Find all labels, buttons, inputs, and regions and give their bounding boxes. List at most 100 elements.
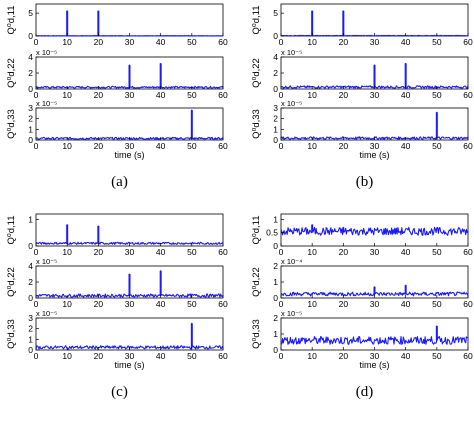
y-tick-label: 1: [273, 124, 278, 134]
x-axis-label: time (s): [115, 360, 145, 370]
y-axis-label: Q⁰d,22: [251, 58, 262, 88]
y-tick-label: 1: [273, 277, 278, 287]
y-axis-label: Q⁰d,11: [251, 6, 262, 35]
y-tick-label: 0: [28, 31, 33, 41]
x-tick-label: 40: [401, 141, 411, 151]
x-tick-label: 10: [307, 141, 317, 151]
y-tick-label: 5: [273, 8, 278, 18]
y-axis-label: Q⁰d,22: [251, 267, 262, 297]
x-tick-label: 10: [62, 299, 72, 309]
y-tick-label: 4: [28, 52, 33, 62]
y-axis-label: Q⁰d,11: [6, 216, 17, 245]
x-tick-label: 0: [34, 299, 39, 309]
y-tick-label: 1: [28, 214, 33, 224]
x-tick-label: 50: [432, 37, 442, 47]
x-tick-label: 30: [125, 141, 135, 151]
axis-exponent: x 10⁻⁴: [281, 257, 302, 266]
x-tick-label: 60: [218, 90, 228, 100]
y-tick-label: 0: [28, 293, 33, 303]
x-tick-label: 60: [218, 37, 228, 47]
x-tick-label: 0: [279, 247, 284, 257]
panel-caption: (c): [111, 384, 128, 400]
series-line: [280, 224, 469, 236]
axes-box: [35, 213, 224, 247]
y-tick-label: 0: [273, 84, 278, 94]
y-tick-label: 2: [28, 68, 33, 78]
x-tick-label: 30: [370, 247, 380, 257]
axis-exponent: x 10⁻⁵: [36, 309, 57, 318]
x-tick-label: 0: [279, 37, 284, 47]
y-tick-label: 2: [273, 313, 278, 323]
x-tick-label: 40: [156, 37, 166, 47]
y-tick-label: 0: [28, 84, 33, 94]
x-tick-label: 20: [94, 37, 104, 47]
x-tick-label: 30: [370, 37, 380, 47]
y-axis-label: Q⁰d,33: [251, 319, 262, 349]
x-tick-label: 20: [94, 90, 104, 100]
axes-box: [280, 3, 469, 37]
y-tick-label: 3: [28, 103, 33, 113]
y-tick-label: 3: [273, 103, 278, 113]
x-tick-label: 50: [187, 299, 197, 309]
x-tick-label: 30: [125, 247, 135, 257]
x-tick-label: 20: [339, 247, 349, 257]
y-tick-label: 1: [28, 124, 33, 134]
x-tick-label: 60: [463, 90, 473, 100]
axes-box: [35, 317, 224, 351]
series-line: [280, 325, 469, 345]
x-tick-label: 60: [218, 351, 228, 361]
x-tick-label: 30: [125, 299, 135, 309]
x-tick-label: 0: [34, 351, 39, 361]
x-tick-label: 40: [401, 299, 411, 309]
y-tick-label: 5: [28, 8, 33, 18]
x-tick-label: 10: [62, 351, 72, 361]
y-axis-label: Q⁰d,22: [6, 58, 17, 88]
series-line: [35, 224, 224, 245]
x-axis-label: time (s): [115, 150, 145, 160]
y-axis-label: Q⁰d,22: [6, 267, 17, 297]
axes-box: [35, 107, 224, 141]
x-tick-label: 0: [34, 90, 39, 100]
series-line: [280, 111, 469, 140]
y-tick-label: 1: [28, 334, 33, 344]
x-tick-label: 10: [62, 141, 72, 151]
y-tick-label: 2: [28, 114, 33, 124]
x-tick-label: 50: [187, 351, 197, 361]
axes-box: [280, 317, 469, 351]
x-tick-label: 40: [401, 247, 411, 257]
x-tick-label: 0: [34, 37, 39, 47]
x-axis-label: time (s): [360, 150, 390, 160]
x-tick-label: 0: [279, 141, 284, 151]
x-tick-label: 10: [307, 90, 317, 100]
x-tick-label: 20: [94, 351, 104, 361]
y-tick-label: 1: [273, 214, 278, 224]
y-axis-label: Q⁰d,11: [6, 6, 17, 35]
x-tick-label: 30: [370, 141, 380, 151]
y-axis-label: Q⁰d,33: [6, 319, 17, 349]
x-tick-label: 50: [432, 141, 442, 151]
panel-caption: (a): [111, 174, 128, 190]
panel-caption: (b): [356, 174, 374, 190]
y-tick-label: 2: [28, 324, 33, 334]
y-tick-label: 2: [273, 261, 278, 271]
y-axis-label: Q⁰d,11: [251, 216, 262, 245]
axis-exponent: x 10⁻⁵: [36, 99, 57, 108]
x-tick-label: 40: [156, 141, 166, 151]
x-tick-label: 0: [279, 299, 284, 309]
y-tick-label: 0: [273, 31, 278, 41]
x-tick-label: 50: [187, 141, 197, 151]
series-line: [36, 10, 223, 37]
x-tick-label: 20: [94, 247, 104, 257]
x-tick-label: 20: [339, 37, 349, 47]
